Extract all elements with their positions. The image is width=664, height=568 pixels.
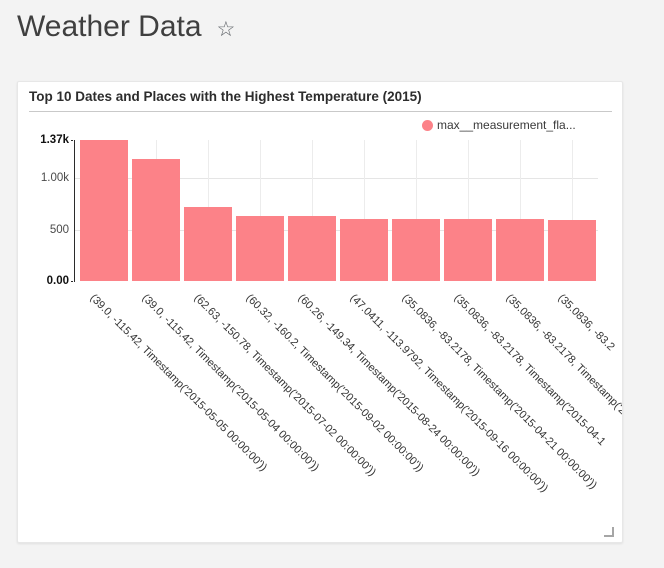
bar[interactable] [496,219,544,281]
chart-legend[interactable]: max__measurement_fla... [422,118,576,132]
y-tick-label: 1.00k [40,172,69,185]
chart-title: Top 10 Dates and Places with the Highest… [29,89,422,104]
gridline-v [364,140,365,281]
gridline-h [74,178,598,180]
gridline-h [74,229,598,231]
bar[interactable] [288,216,336,281]
x-tick-label: (35.0836, -83.2178, Timestamp('2015-04-2… [399,292,600,492]
y-tick-label: 1.37k [40,134,69,146]
legend-label: max__measurement_fla... [437,118,576,132]
bar-chart: 1.37k 1.00k 500 0.00 (39.0, -115.42, Timesta… [18,82,622,542]
bar[interactable] [184,206,232,281]
y-axis-tick [71,281,73,282]
star-icon[interactable]: ☆ [216,17,236,41]
x-tick-label: (62.63, -150.78, Timestamp('2015-07-02 0… [191,292,379,479]
x-tick-label: (39.0, -115.42, Timestamp('2015-05-05 00… [87,292,270,474]
resize-handle-icon[interactable] [604,527,614,537]
x-tick-label: (39.0, -115.42, Timestamp('2015-05-04 00… [139,292,322,474]
title-divider [29,111,612,112]
bar[interactable] [80,140,128,281]
page-title: Weather Data [17,10,202,43]
y-tick-label: 0.00 [46,275,69,287]
y-axis-line [74,140,75,282]
y-tick-label: 500 [49,223,69,236]
legend-dot-icon [422,119,433,131]
x-tick-label: (60.32, -160.2, Timestamp('2015-09-02 00… [243,292,426,475]
bar[interactable] [548,219,596,281]
bar[interactable] [444,219,492,281]
bar[interactable] [236,215,284,281]
bar[interactable] [132,158,180,281]
gridline-v [520,140,521,281]
y-axis-tick [71,140,73,141]
gridline-v [468,140,469,281]
gridline-v [312,140,313,281]
gridline-v [416,140,417,281]
gridline-v [260,140,261,281]
page-header: Weather Data ☆ [17,10,235,44]
bar[interactable] [392,219,440,281]
gridline-v [572,140,573,281]
x-tick-label: (47.0411, -113.9792, Timestamp('2015-09-… [347,292,551,495]
bar[interactable] [340,219,388,281]
chart-card: Top 10 Dates and Places with the Highest… [17,81,623,543]
x-tick-label: (60.26, -149.34, Timestamp('2015-08-24 0… [295,292,483,479]
